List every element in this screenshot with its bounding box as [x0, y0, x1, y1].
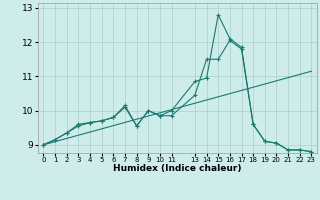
X-axis label: Humidex (Indice chaleur): Humidex (Indice chaleur): [113, 164, 242, 173]
